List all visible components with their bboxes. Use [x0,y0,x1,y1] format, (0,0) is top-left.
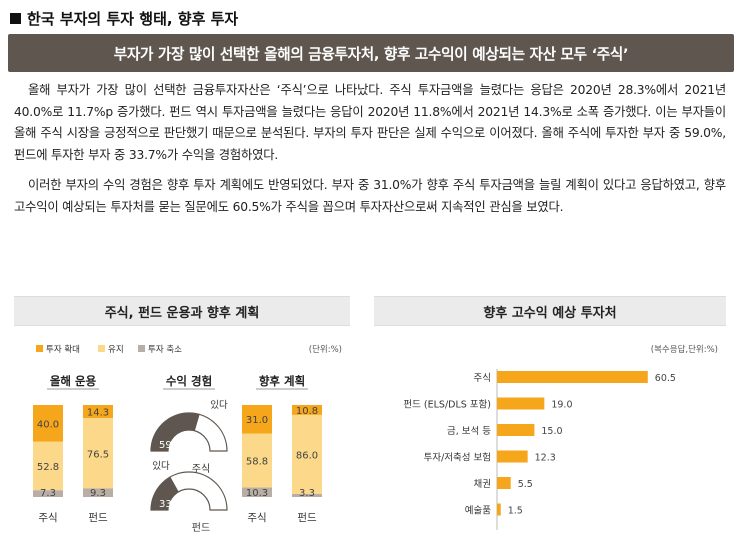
category-label: 금, 보석 등 [447,426,491,437]
bar-value-label: 9.3 [90,488,106,499]
category-label: 주식 [247,512,266,524]
category-label: 주식 [474,373,491,384]
square-bullet-icon [10,12,21,24]
bar-value-label: 40.0 [37,419,59,430]
bar-value-label: 19.0 [551,400,572,411]
gauge-value-label: 59.0 [159,440,181,451]
bar-segment [83,488,113,497]
bar-value-label: 5.5 [518,479,533,490]
bar-value-label: 10.3 [246,488,268,499]
gauge-fill [151,476,179,510]
legend-label: 투자 축소 [148,345,182,355]
investment-plan-chart: 투자 확대 유지 투자 축소 (단위:%) 올해 운용 40.0 52.8 7.3 주식 14.3… [33,344,342,534]
bar-segment [242,433,272,488]
gauge-value-label: 33.7 [159,499,181,510]
bar-value-label: 52.8 [37,462,59,473]
section-heading: 한국 부자의 투자 행태, 향후 투자 [10,6,238,30]
body-text: 올해 부자가 가장 많이 선택한 금융투자자산은 ‘주식’으로 나타났다. 주식… [14,80,726,219]
bar-segment [83,418,113,489]
group-title: 올해 운용 [50,374,97,388]
bar [497,397,545,410]
bar [497,450,528,463]
section-title: 한국 부자의 투자 행태, 향후 투자 [27,9,239,28]
category-label: 주식 [38,512,57,524]
bar-segment [292,414,322,494]
group-title: 향후 계획 [259,374,305,388]
bar-value-label: 14.3 [87,408,109,419]
bar [497,424,535,436]
bar-value-label: 76.5 [87,449,109,460]
bar [497,371,648,383]
bar-value-label: 7.3 [40,488,56,499]
bar-segment [33,441,63,491]
legend-swatch [138,345,145,352]
legend-label: 유지 [108,345,124,355]
bar-value-label: 86.0 [296,450,318,461]
paragraph-2: 이러한 부자의 수익 경험은 향후 투자 계획에도 반영되었다. 부자 중 31… [14,178,726,214]
category-label: 채권 [474,478,491,490]
paragraph-1: 올해 부자가 가장 많이 선택한 금융투자자산은 ‘주식’으로 나타났다. 주식… [14,83,726,162]
bar-segment [242,405,272,434]
category-label: 예술품 [465,506,491,517]
gauge-callout-label: 있다 [210,399,228,411]
category-label: 펀드 [88,512,108,524]
category-label: 투자/저축성 보험 [424,453,491,464]
bar-value-label: 60.5 [655,373,676,384]
bar-value-label: 58.8 [246,457,268,468]
bar-segment [33,490,63,497]
headline-banner: 부자가 가장 많이 선택한 올해의 금융투자처, 향후 고수익이 예상되는 자산… [8,34,734,72]
bar-value-label: 12.3 [535,453,556,464]
gauge-category-label: 펀드 [192,522,210,534]
legend-swatch [98,345,105,352]
bar-segment [83,405,113,419]
unit-note: (단위:%) [309,344,342,355]
left-panel-title: 주식, 펀드 운용과 향후 계획 [14,296,350,326]
bar-value-label: 10.8 [296,406,318,417]
legend-label: 투자 확대 [46,344,80,355]
bar [497,503,501,516]
bar-value-label: 1.5 [508,506,523,517]
bar [497,477,511,489]
bar-segment [33,405,63,442]
expected-return-chart: (복수응답,단위:%) 주식 60.5 펀드 (ELS/DLS 포함) 19.0 금, 보… [403,344,718,530]
bar-segment [292,493,322,497]
gauge-category-label: 주식 [192,463,210,475]
right-panel-title: 향후 고수익 예상 투자처 [374,296,726,326]
bar-value-label: 3.3 [299,488,315,499]
bar-segment [292,405,322,415]
category-label: 펀드 (ELS/DLS 포함) [403,400,491,411]
gauge-callout-label: 있다 [152,460,170,472]
unit-note: (복수응답,단위:%) [651,344,718,355]
legend-swatch [36,345,43,352]
bar-value-label: 15.0 [541,426,562,437]
bar-segment [242,487,272,497]
category-label: 펀드 [297,512,317,524]
bar-value-label: 31.0 [246,415,268,426]
gauge-title: 수익 경험 [166,374,212,388]
gauge-fill [151,413,200,451]
